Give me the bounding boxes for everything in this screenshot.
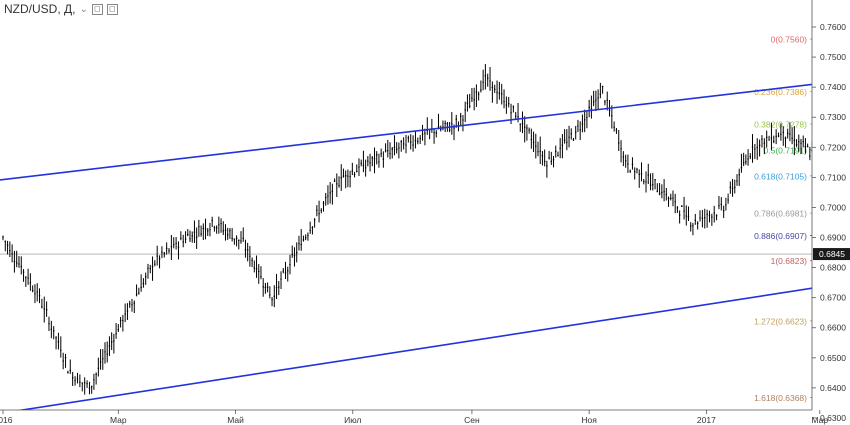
channel-line-upper [0,79,850,181]
y-tick-label-1: 0.7500 [820,52,846,62]
x-tick-label-0: 2016 [0,415,13,425]
channel-line-lower [0,281,850,415]
fib-label-8: 1.272(0.6623) [754,316,807,326]
fib-label-3: 0.5(0.7191) [764,146,808,156]
y-tick-label-2: 0.7400 [820,82,846,92]
y-axis-bg [812,0,850,425]
fib-label-5: 0.786(0.6981) [754,209,807,219]
dropdown-icon[interactable]: ⌄ [79,3,88,15]
y-tick-label-10: 0.6600 [820,323,846,333]
y-tick-label-6: 0.7000 [820,202,846,212]
fib-label-0: 0(0.7560) [771,35,808,45]
y-tick-label-12: 0.6400 [820,383,846,393]
symbol-title[interactable]: NZD/USD, Д, [4,2,76,16]
y-tick-label-4: 0.7200 [820,142,846,152]
y-tick-label-7: 0.6900 [820,233,846,243]
x-tick-label-7: Мар [811,415,828,425]
y-tick-label-3: 0.7300 [820,112,846,122]
fib-label-6: 0.886(0.6907) [754,231,807,241]
y-tick-label-9: 0.6700 [820,293,846,303]
settings-icon[interactable]: ◻ [91,3,103,15]
x-axis-bg [0,410,812,425]
y-tick-label-11: 0.6500 [820,353,846,363]
price-series [2,64,850,395]
fib-label-7: 1(0.6823) [771,256,808,266]
x-tick-label-3: Июл [344,415,361,425]
last-price-badge [813,248,850,261]
fib-label-1: 0.236(0.7386) [754,87,807,97]
x-tick-label-1: Мар [110,415,127,425]
y-tick-label-13: 0.6300 [820,413,846,423]
fib-label-4: 0.618(0.7105) [754,171,807,181]
y-tick-label-8: 0.6800 [820,263,846,273]
fib-label-9: 1.618(0.6368) [754,393,807,403]
y-tick-label-0: 0.7600 [820,22,846,32]
x-tick-label-2: Май [227,415,244,425]
chart-header: NZD/USD, Д, ⌄ ◻ ◻ [4,2,118,16]
x-tick-label-4: Сен [464,415,480,425]
compare-icon[interactable]: ◻ [106,3,118,15]
y-tick-label-5: 0.7100 [820,172,846,182]
last-price-label: 0.6845 [819,249,845,259]
x-tick-label-6: 2017 [697,415,716,425]
x-tick-label-5: Ноя [581,415,597,425]
